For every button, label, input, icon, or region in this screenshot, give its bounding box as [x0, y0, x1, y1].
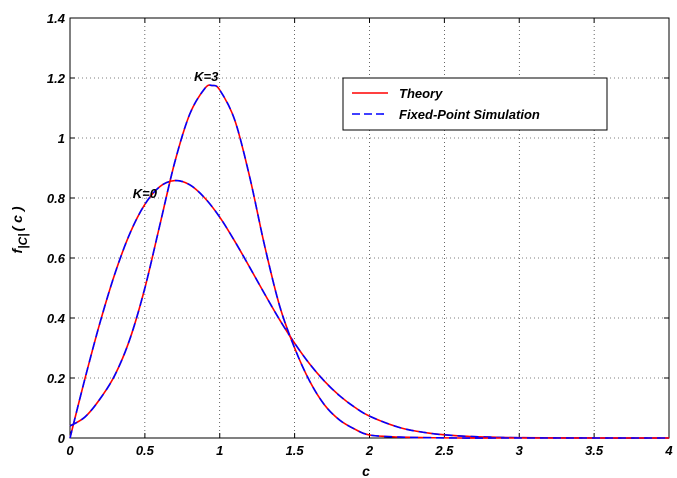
curve-annotation: K=0	[133, 186, 158, 201]
x-tick-label: 0.5	[136, 443, 155, 458]
curves	[69, 84, 670, 439]
svg-text:f|C|( c ): f|C| ( c )	[9, 206, 30, 253]
y-tick-label: 0.6	[47, 251, 66, 266]
y-axis-label-sub: |C|	[16, 233, 30, 248]
y-axis-label: f|C| ( c )	[9, 206, 30, 253]
tick-labels: 0 0.5 1 1.5 2 2.5 3 3.5 4 0 0.2 0.4 0.6 0.8 1 1.2 1.4	[47, 11, 673, 458]
curve-annotation: K=3	[194, 69, 219, 84]
y-axis-label-main: f	[9, 247, 25, 253]
y-tick-label: 0.2	[47, 371, 66, 386]
legend-theory-label: Theory	[399, 86, 443, 101]
y-tick-label: 0.8	[47, 191, 66, 206]
legend-simulation-label: Fixed-Point Simulation	[399, 107, 540, 122]
x-tick-label: 1	[216, 443, 223, 458]
simulation-curve-k-3	[69, 84, 669, 439]
y-tick-label: 0.4	[47, 311, 66, 326]
y-tick-label: 1.2	[47, 71, 66, 86]
x-tick-label: 3.5	[585, 443, 604, 458]
x-axis-label: c	[362, 463, 370, 478]
x-tick-label: 4	[664, 443, 673, 458]
annotations: K=3 K=0	[133, 69, 219, 201]
y-tick-label: 1.4	[47, 11, 66, 26]
x-tick-label: 0	[66, 443, 74, 458]
legend-box	[342, 77, 608, 131]
x-tick-label: 1.5	[286, 443, 305, 458]
x-tick-label: 2	[365, 443, 374, 458]
x-tick-label: 3	[516, 443, 524, 458]
y-axis-label-suffix: ( c )	[9, 206, 25, 231]
y-tick-label: 1	[58, 131, 65, 146]
grid	[69, 17, 670, 439]
y-tick-label: 0	[58, 431, 66, 446]
simulation-curve-k-0	[69, 179, 670, 439]
legend: Theory Fixed-Point Simulation	[342, 77, 608, 131]
x-tick-label: 2.5	[434, 443, 454, 458]
